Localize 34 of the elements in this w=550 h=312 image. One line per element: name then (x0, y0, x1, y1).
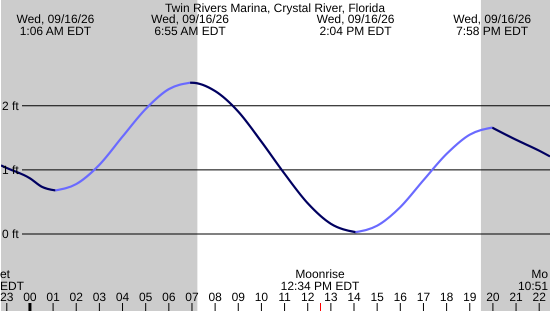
x-tick-label: 09 (232, 290, 246, 304)
x-tick-label: 21 (509, 290, 524, 304)
x-tick-label: 10 (254, 290, 268, 304)
x-tick-label: 07 (185, 290, 199, 304)
annotation: Wed, 09/16/26 6:55 AM EDT (150, 12, 230, 38)
x-tick-label: 04 (116, 290, 130, 304)
x-tick-label: 14 (347, 290, 362, 304)
x-tick-label: 00 (23, 290, 37, 304)
x-tick-label: 03 (92, 290, 106, 304)
x-tick-label: 12 (301, 290, 315, 304)
x-tick-label: 15 (370, 290, 384, 304)
x-tick-label: 01 (46, 290, 60, 304)
x-tick-label: 18 (440, 290, 454, 304)
x-tick-label: 20 (486, 290, 500, 304)
annotation: et EDT (0, 267, 24, 293)
annotation: Mo 10:51 (518, 267, 548, 293)
x-tick-label: 19 (463, 290, 477, 304)
x-tick-label: 23 (0, 290, 14, 304)
y-tick-label: 2 ft (2, 98, 20, 113)
y-tick-label: 0 ft (2, 227, 20, 242)
x-tick-label: 13 (324, 290, 338, 304)
annotation: Wed, 09/16/26 1:06 AM EDT (15, 12, 96, 38)
annotation: Wed, 09/16/26 2:04 PM EDT (316, 12, 396, 38)
x-tick-label: 08 (208, 290, 222, 304)
x-tick-label: 22 (532, 290, 546, 304)
annotation: Wed, 09/16/26 7:58 PM EDT (452, 12, 532, 38)
x-tick-label: 11 (278, 290, 292, 304)
annotation: Moonrise 12:34 PM EDT (280, 267, 360, 293)
chart-title: Twin Rivers Marina, Crystal River, Florida (164, 1, 386, 15)
x-tick-label: 02 (70, 290, 84, 304)
x-tick-label: 05 (138, 290, 153, 304)
x-tick-label: 16 (394, 290, 408, 304)
x-tick-label: 06 (162, 290, 176, 304)
x-tick-label: 17 (416, 290, 430, 304)
